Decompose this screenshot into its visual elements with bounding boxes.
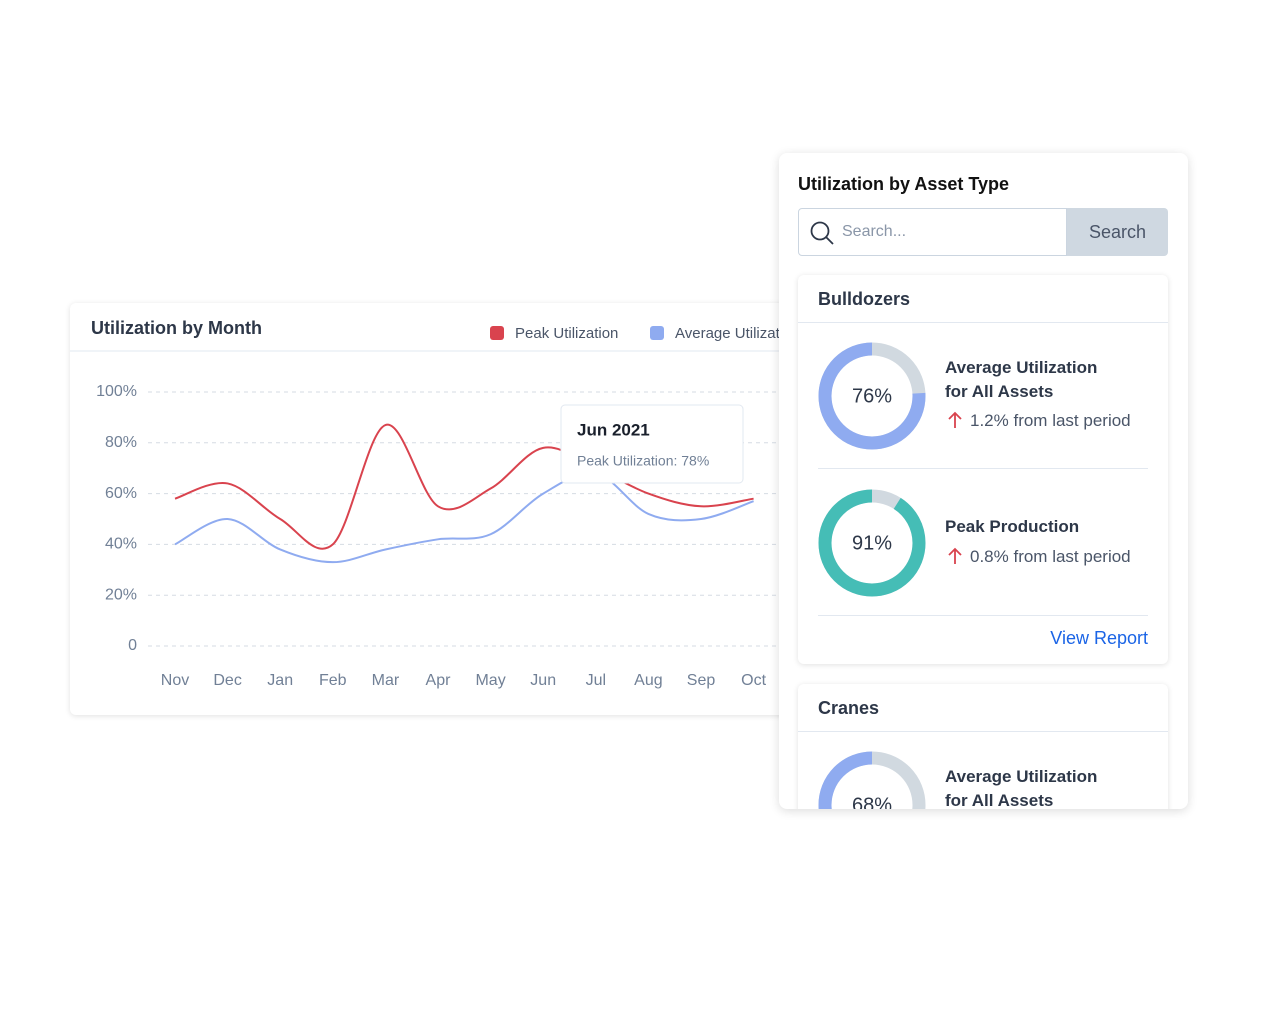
donut: 76%	[818, 342, 926, 450]
section-divider	[798, 731, 1168, 732]
chart-title: Utilization by Month	[91, 318, 262, 338]
search-button[interactable]: Search	[1067, 208, 1168, 256]
legend-swatch	[490, 326, 504, 340]
donut-arc	[818, 489, 926, 597]
donut-value: 76%	[852, 385, 892, 407]
donut: 91%	[818, 489, 926, 597]
panel-title: Utilization by Asset Type	[798, 174, 1010, 194]
x-tick-label: Sep	[687, 672, 716, 689]
x-tick-label: Apr	[426, 672, 452, 689]
metric-change: 0.8% from last period	[970, 547, 1131, 566]
arrow-shape	[948, 411, 962, 428]
up-arrow	[948, 411, 962, 428]
metric-divider	[818, 468, 1148, 469]
asset-section: Cranes 68% Average Utilization for All Asse…	[798, 684, 1168, 809]
donut-arc	[818, 751, 926, 809]
metric-label: for All Assets	[945, 791, 1054, 809]
x-tick-label: Jun	[530, 672, 556, 689]
y-tick-label: 20%	[105, 586, 137, 603]
view-report-link[interactable]: View Report	[1050, 628, 1148, 648]
y-tick-label: 0	[128, 637, 137, 654]
metric-label: Peak Production	[945, 517, 1080, 536]
x-tick-label: Jul	[586, 672, 606, 689]
metric-change: 1.2% from last period	[970, 411, 1131, 430]
arrow-shape	[948, 547, 962, 564]
x-tick-label: May	[475, 672, 505, 689]
donut-value: 68%	[852, 794, 892, 809]
section-title: Bulldozers	[818, 289, 911, 309]
x-tick-label: Nov	[161, 672, 189, 689]
x-tick-label: Dec	[213, 672, 241, 689]
tooltip-box	[560, 404, 744, 484]
search-icon	[810, 221, 834, 245]
search-box[interactable]: Search...	[798, 208, 1067, 256]
donut-arc	[818, 342, 926, 450]
y-tick-label: 100%	[96, 383, 137, 400]
metric-label: Average Utilization	[945, 358, 1098, 377]
x-tick-label: Feb	[319, 672, 347, 689]
tooltip-text: Peak Utilization: 78%	[577, 453, 709, 469]
legend-label: Average Utilization	[675, 325, 800, 342]
metric-label: for All Assets	[945, 382, 1054, 401]
section-divider	[798, 322, 1168, 323]
asset-panel: Utilization by Asset Type Search... Sear…	[779, 153, 1188, 809]
legend-label: Peak Utilization	[515, 325, 618, 342]
x-tick-label: Mar	[372, 672, 400, 689]
series-line	[174, 424, 754, 550]
metric-label: Average Utilization	[945, 767, 1098, 786]
legend-swatch	[650, 326, 664, 340]
search-placeholder: Search...	[842, 223, 907, 240]
donut: 68%	[818, 751, 926, 809]
asset-section: Bulldozers 76% Average Utilization for All …	[798, 275, 1168, 664]
tooltip-title: Jun 2021	[577, 420, 650, 439]
series-line	[174, 471, 754, 564]
up-arrow	[948, 547, 962, 564]
x-tick-label: Aug	[634, 672, 662, 689]
metric-divider	[818, 615, 1148, 616]
section-title: Cranes	[818, 698, 880, 718]
y-tick-label: 80%	[105, 434, 137, 451]
x-tick-label: Oct	[741, 672, 766, 689]
y-tick-label: 40%	[105, 536, 137, 553]
y-tick-label: 60%	[105, 485, 137, 502]
x-tick-label: Jan	[267, 672, 293, 689]
donut-value: 91%	[852, 532, 892, 554]
